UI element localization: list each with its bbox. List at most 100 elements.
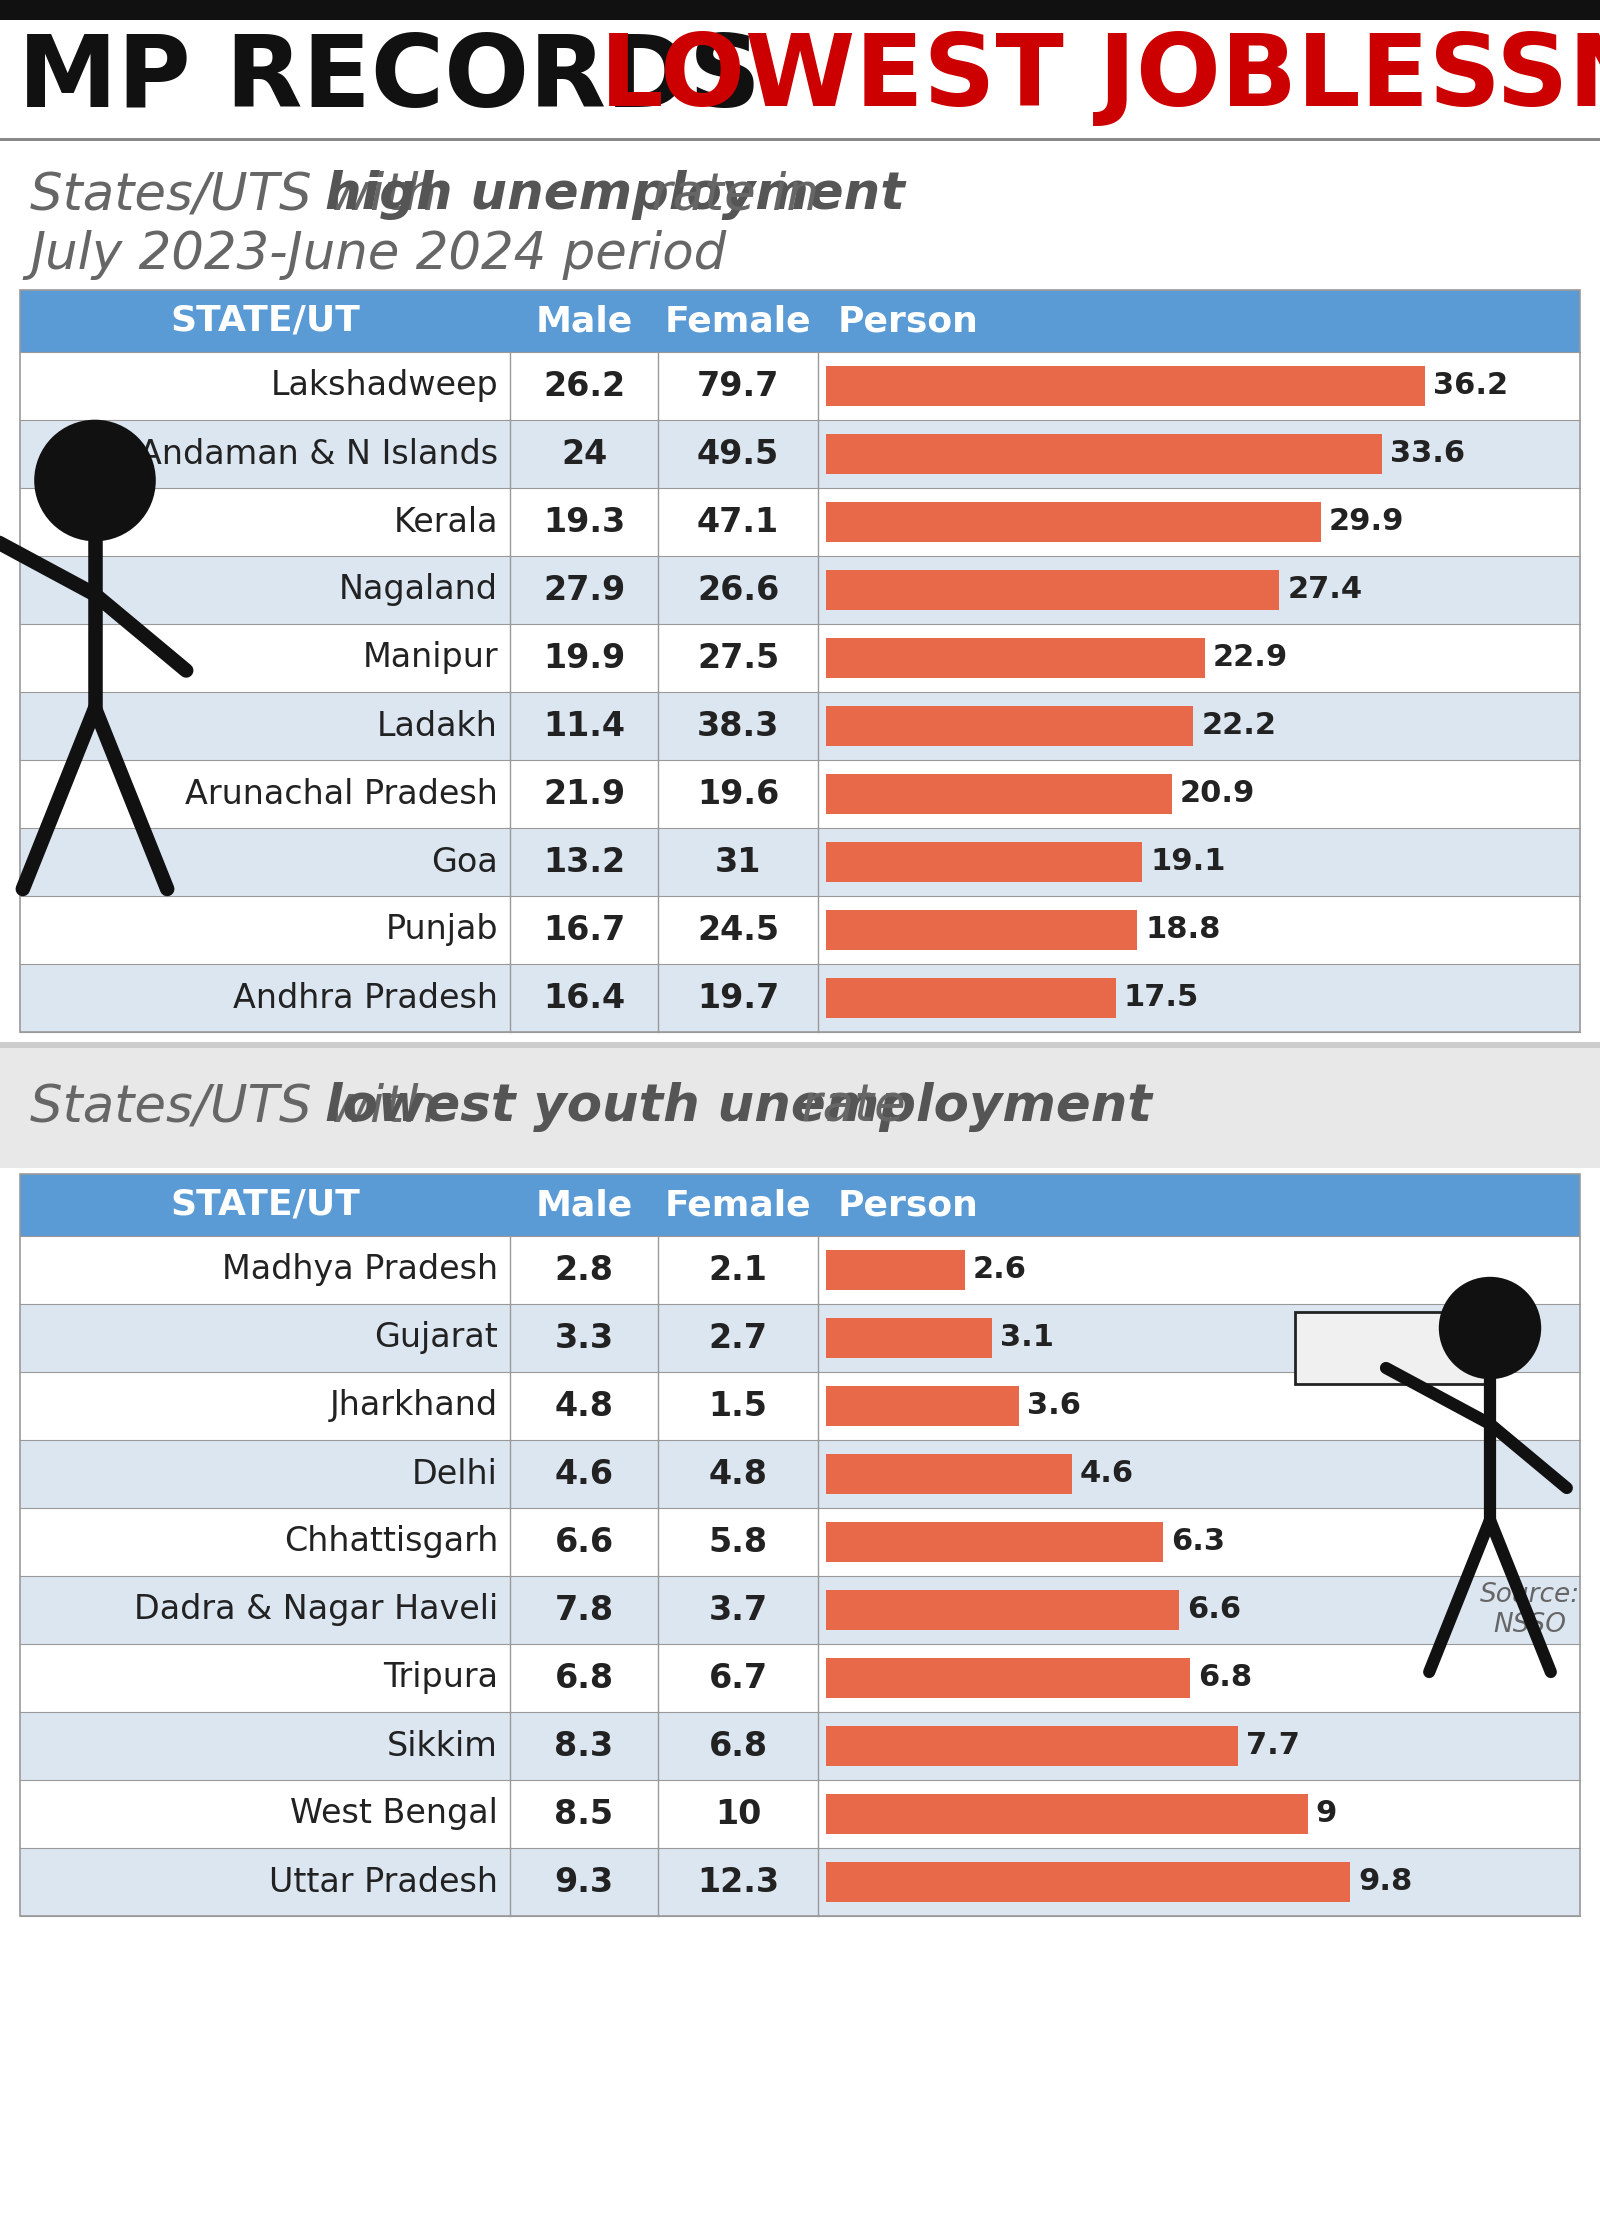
Text: 16.4: 16.4 bbox=[542, 981, 626, 1014]
Bar bbox=[19, 1508, 1581, 1577]
Bar bbox=[826, 979, 1115, 1019]
Text: Female: Female bbox=[664, 1188, 811, 1221]
Bar bbox=[19, 963, 1581, 1032]
Bar bbox=[19, 1577, 1581, 1644]
Text: 2.8: 2.8 bbox=[555, 1254, 613, 1285]
Bar bbox=[826, 1861, 1350, 1902]
Text: Person: Person bbox=[838, 1188, 979, 1221]
Text: Punjab: Punjab bbox=[386, 914, 498, 947]
Bar bbox=[19, 1174, 1581, 1237]
Bar bbox=[19, 420, 1581, 487]
Text: 6.6: 6.6 bbox=[555, 1526, 613, 1559]
Bar bbox=[826, 367, 1426, 405]
Text: JOBLESS: JOBLESS bbox=[1315, 1332, 1466, 1363]
Bar bbox=[19, 1303, 1581, 1372]
Text: LOWEST JOBLESSNESS: LOWEST JOBLESSNESS bbox=[600, 31, 1600, 127]
Bar bbox=[19, 351, 1581, 420]
Bar bbox=[826, 503, 1322, 543]
Text: 26.2: 26.2 bbox=[542, 369, 626, 403]
Text: Male: Male bbox=[536, 305, 632, 338]
Text: Nagaland: Nagaland bbox=[339, 574, 498, 607]
Bar bbox=[19, 1848, 1581, 1917]
Bar bbox=[19, 1372, 1581, 1439]
Bar bbox=[826, 1659, 1190, 1697]
Bar bbox=[826, 1319, 992, 1357]
Bar bbox=[826, 910, 1138, 950]
Text: 10: 10 bbox=[715, 1797, 762, 1830]
Bar bbox=[826, 843, 1142, 881]
Text: 6.6: 6.6 bbox=[1187, 1595, 1242, 1624]
Text: 2.1: 2.1 bbox=[709, 1254, 768, 1285]
Text: lowest youth unemployment: lowest youth unemployment bbox=[325, 1083, 1152, 1132]
Bar bbox=[19, 556, 1581, 625]
Bar bbox=[826, 1454, 1072, 1495]
Text: 22.2: 22.2 bbox=[1202, 712, 1277, 741]
Text: 13.2: 13.2 bbox=[542, 845, 626, 878]
Bar bbox=[19, 1712, 1581, 1779]
Text: 3.6: 3.6 bbox=[1027, 1392, 1080, 1421]
Bar bbox=[826, 1250, 965, 1290]
Text: 22.9: 22.9 bbox=[1213, 643, 1288, 672]
Text: 47.1: 47.1 bbox=[698, 505, 779, 538]
Bar bbox=[0, 0, 1600, 20]
Bar bbox=[19, 289, 1581, 1032]
Bar bbox=[19, 1174, 1581, 1917]
Bar bbox=[0, 20, 1600, 138]
Text: 38.3: 38.3 bbox=[698, 709, 779, 743]
Bar bbox=[826, 1795, 1307, 1835]
Text: 19.6: 19.6 bbox=[698, 778, 779, 810]
Text: 8.3: 8.3 bbox=[555, 1730, 613, 1761]
Text: 6.8: 6.8 bbox=[555, 1661, 613, 1695]
Text: 33.6: 33.6 bbox=[1390, 440, 1466, 469]
Text: 6.8: 6.8 bbox=[1198, 1664, 1251, 1692]
Text: 7.7: 7.7 bbox=[1246, 1732, 1299, 1761]
Text: States/UTS with: States/UTS with bbox=[30, 1083, 453, 1132]
Text: high unemployment: high unemployment bbox=[325, 169, 904, 220]
Bar bbox=[826, 569, 1280, 609]
Text: 9.8: 9.8 bbox=[1358, 1868, 1413, 1897]
Text: Chhattisgarh: Chhattisgarh bbox=[283, 1526, 498, 1559]
Bar bbox=[826, 434, 1382, 474]
Text: 6.3: 6.3 bbox=[1171, 1528, 1226, 1557]
Text: Sikkim: Sikkim bbox=[387, 1730, 498, 1761]
Text: Lakshadweep: Lakshadweep bbox=[270, 369, 498, 403]
Text: 19.3: 19.3 bbox=[542, 505, 626, 538]
Bar bbox=[1294, 1312, 1485, 1383]
Text: 12.3: 12.3 bbox=[698, 1866, 779, 1899]
Text: Andhra Pradesh: Andhra Pradesh bbox=[234, 981, 498, 1014]
Text: Goa: Goa bbox=[432, 845, 498, 878]
Text: 31: 31 bbox=[715, 845, 762, 878]
Bar bbox=[826, 1386, 1019, 1426]
Text: rate in: rate in bbox=[635, 169, 819, 220]
Text: 3.7: 3.7 bbox=[709, 1595, 768, 1626]
Bar bbox=[19, 896, 1581, 963]
Bar bbox=[826, 638, 1205, 678]
Bar bbox=[19, 1779, 1581, 1848]
Text: Delhi: Delhi bbox=[413, 1457, 498, 1490]
Bar bbox=[19, 761, 1581, 827]
Text: Tripura: Tripura bbox=[382, 1661, 498, 1695]
Bar bbox=[0, 1922, 1600, 2224]
Bar bbox=[826, 1726, 1238, 1766]
Bar bbox=[19, 827, 1581, 896]
Text: Kerala: Kerala bbox=[394, 505, 498, 538]
Bar bbox=[19, 289, 1581, 351]
Text: 7.8: 7.8 bbox=[555, 1595, 613, 1626]
Bar bbox=[0, 138, 1600, 140]
Bar bbox=[19, 692, 1581, 761]
Bar bbox=[0, 140, 1600, 1141]
Bar bbox=[826, 707, 1194, 745]
Text: 1.5: 1.5 bbox=[709, 1390, 768, 1423]
Text: 36.2: 36.2 bbox=[1434, 371, 1509, 400]
Text: Dadra & Nagar Haveli: Dadra & Nagar Haveli bbox=[134, 1595, 498, 1626]
Text: 24.5: 24.5 bbox=[698, 914, 779, 947]
Text: Source:
NSSO: Source: NSSO bbox=[1480, 1581, 1581, 1639]
Text: 4.6: 4.6 bbox=[555, 1457, 613, 1490]
Bar bbox=[0, 1048, 1600, 1168]
Text: Female: Female bbox=[664, 305, 811, 338]
Circle shape bbox=[34, 420, 155, 540]
Bar bbox=[19, 1439, 1581, 1508]
Text: Person: Person bbox=[838, 305, 979, 338]
Text: STATE/UT: STATE/UT bbox=[170, 1188, 360, 1221]
Circle shape bbox=[1438, 1277, 1541, 1379]
